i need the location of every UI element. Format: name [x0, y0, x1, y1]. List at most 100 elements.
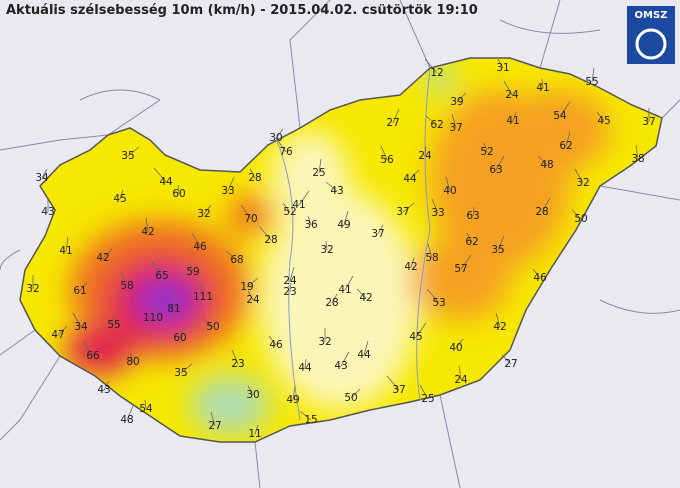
wind-barb [210, 411, 216, 427]
wind-barb [410, 257, 415, 268]
station-value: 37 [392, 384, 405, 396]
station-value: 54 [553, 110, 567, 122]
wind-barb [635, 144, 639, 160]
station-value: 24 [454, 374, 468, 386]
wind-barb [318, 158, 322, 174]
station-value: 49 [286, 394, 299, 406]
station-value: 32 [320, 244, 333, 256]
station-value: 61 [73, 285, 86, 297]
wind-barb [419, 384, 429, 400]
station-value: 33 [221, 185, 234, 197]
wind-barb [512, 111, 517, 122]
station-value: 46 [533, 272, 547, 284]
station-value: 58 [120, 280, 133, 292]
station-value: 15 [304, 414, 317, 426]
wind-barb [356, 288, 367, 299]
station-value: 41 [59, 245, 72, 257]
wind-barb [497, 58, 504, 69]
wind-barb [409, 169, 420, 180]
logo-text: OMSZ [635, 10, 668, 21]
wind-barb [392, 108, 400, 124]
station-value: 36 [304, 219, 318, 231]
wind-barb [460, 254, 472, 270]
station-value: 44 [403, 173, 417, 185]
station-value: 41 [292, 199, 305, 211]
station-value: 39 [450, 96, 463, 108]
station-value: 37 [371, 228, 384, 240]
wind-barb [456, 92, 467, 103]
station-value: 41 [506, 115, 519, 127]
station-value: 45 [597, 115, 610, 127]
wind-barb [282, 202, 291, 213]
wind-barb [127, 146, 140, 157]
station-value: 57 [454, 263, 467, 275]
wind-barb [424, 58, 438, 74]
stations: 12 31 55 39 24 41 27 62 37 41 54 45 37 30 76 52 62 35 56 24… [26, 58, 656, 440]
station-value: 19 [240, 281, 253, 293]
station-value: 47 [51, 329, 64, 341]
map-title: Aktuális szélsebesség 10m (km/h) - 2015.… [6, 3, 478, 18]
wind-barb [495, 155, 505, 171]
wind-barb [126, 405, 134, 421]
station-value: 42 [141, 226, 154, 238]
station-value: 24 [418, 150, 432, 162]
wind-barb [82, 341, 94, 357]
station-value: 28 [325, 297, 338, 309]
station-value: 63 [466, 210, 479, 222]
wind-barb [289, 282, 292, 293]
wind-barb [129, 352, 134, 363]
station-value: 53 [432, 297, 445, 309]
station-value: 40 [443, 185, 456, 197]
station-value: 65 [155, 270, 168, 282]
station-value: 62 [465, 236, 478, 248]
wind-field [20, 58, 662, 442]
station-value: 63 [489, 164, 502, 176]
station-value: 30 [246, 389, 259, 401]
station-value: 110 [143, 312, 163, 324]
wind-barb [386, 375, 400, 391]
wind-barb [200, 282, 204, 298]
wind-barb [537, 155, 548, 166]
wind-barb [350, 388, 361, 399]
wind-barb [426, 288, 440, 304]
station-value: 27 [386, 117, 399, 129]
wind-barb [153, 167, 167, 183]
station-value: 111 [193, 291, 213, 303]
wind-barb [425, 115, 438, 126]
wind-barb [119, 189, 124, 200]
wind-barb [231, 349, 239, 365]
wind-barb [541, 197, 551, 213]
station-value: 46 [269, 339, 283, 351]
wind-barb [325, 240, 328, 251]
wind-barb [307, 215, 312, 226]
wind-barb [451, 113, 457, 129]
station-value: 40 [449, 342, 462, 354]
station-value: 42 [359, 292, 372, 304]
wind-barb [340, 351, 350, 367]
station-value: 32 [318, 336, 331, 348]
wind-barb [152, 303, 160, 319]
station-value: 42 [493, 321, 506, 333]
station-value: 55 [585, 76, 598, 88]
wind-barb [254, 424, 259, 435]
station-value: 55 [107, 319, 120, 331]
wind-barb [304, 358, 307, 369]
station-value: 62 [559, 140, 572, 152]
wind-barb [247, 385, 254, 396]
wind-barb [402, 202, 415, 213]
wind-barb [559, 101, 571, 117]
wind-barb [249, 168, 256, 179]
station-value: 25 [312, 167, 325, 179]
wind-barb [344, 275, 354, 291]
station-value: 35 [174, 367, 187, 379]
wind-barb [41, 168, 48, 179]
station-value: 62 [430, 119, 443, 131]
wind-barb [495, 312, 501, 328]
station-value: 50 [574, 213, 587, 225]
station-value: 44 [159, 176, 173, 188]
wind-barb [497, 235, 505, 251]
wind-barb [191, 232, 201, 248]
wind-barb [246, 277, 259, 288]
